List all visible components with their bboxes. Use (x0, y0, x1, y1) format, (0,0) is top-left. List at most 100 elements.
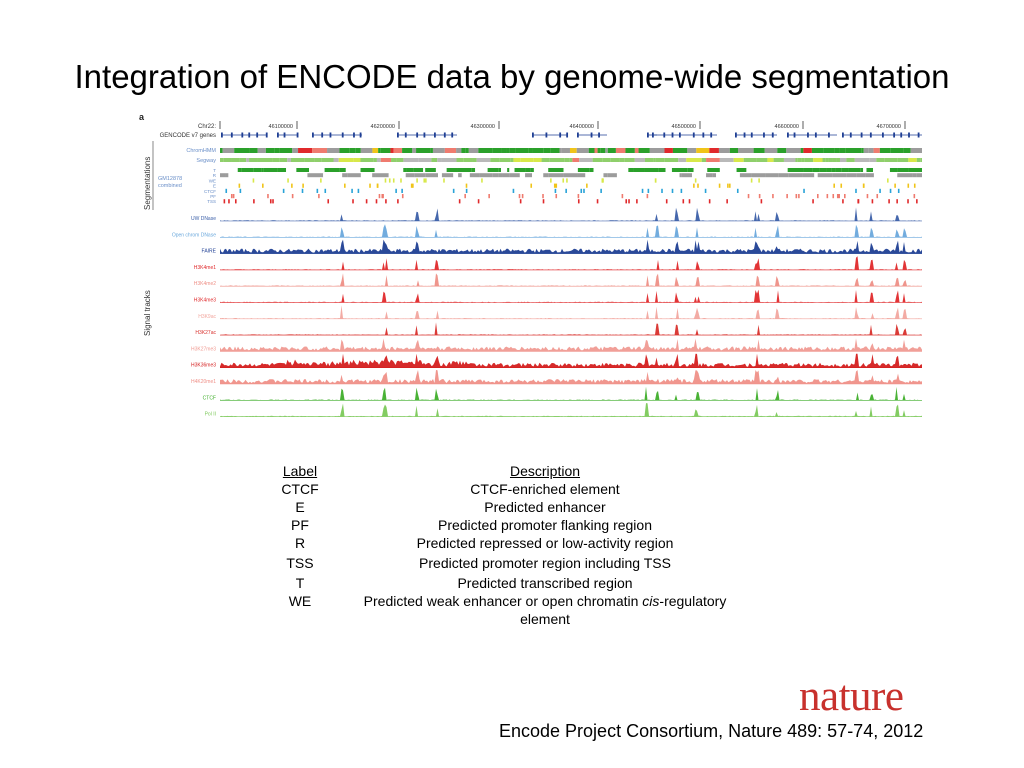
combined-state-mark (758, 178, 760, 183)
segmentation-block (577, 173, 586, 178)
combined-state-mark (262, 183, 264, 188)
combined-state-mark (228, 199, 230, 204)
segmentation-block (456, 158, 464, 162)
signal-profile (220, 353, 922, 368)
gene-exon (416, 132, 419, 138)
combined-state-mark (376, 183, 379, 188)
legend-row-label: WE (288, 593, 312, 609)
segmentation-block (634, 158, 646, 162)
position-tick-label: 46400000 (570, 124, 594, 130)
segmentation-block (687, 148, 697, 153)
combined-state-mark (916, 199, 918, 204)
combined-state-mark (628, 199, 630, 204)
segmentation-block (469, 173, 480, 178)
segmentation-block (803, 148, 812, 153)
segmentation-block (349, 148, 356, 153)
combined-state-mark (519, 199, 522, 204)
combined-state-mark (225, 188, 228, 193)
segmentation-block (425, 168, 436, 172)
segmentation-block (441, 158, 457, 162)
segmentation-block (510, 158, 514, 162)
combined-state-mark (287, 178, 289, 183)
segmentation-block (569, 158, 573, 162)
segmentation-block (412, 148, 417, 153)
segmentation-block (418, 158, 432, 162)
segmentation-block (506, 148, 510, 153)
combined-state-mark (512, 188, 515, 193)
combined-state-mark (879, 188, 881, 193)
segmentation-block (671, 168, 688, 172)
gene-exon (849, 132, 852, 138)
position-axis: 46100000 46200000 46300000 46400000 46500000… (219, 121, 906, 130)
segmentation-block (220, 148, 223, 153)
combined-state-mark (320, 178, 322, 183)
segmentation-block (501, 168, 508, 172)
segmentation-block (279, 158, 288, 162)
segmentation-block (729, 148, 739, 153)
segmentation-block (607, 173, 617, 178)
segmentation-block (498, 173, 503, 178)
segmentation-block (342, 173, 348, 178)
signal-profile (220, 273, 922, 287)
combined-state-mark (876, 194, 879, 199)
segmentation-block (273, 173, 288, 178)
combined-state-label: TSS (207, 199, 216, 204)
gene-exon (423, 132, 426, 138)
segmentation-block (773, 158, 784, 162)
combined-state-mark (351, 188, 353, 193)
combined-state-mark (866, 194, 869, 199)
segmentation-block (290, 158, 305, 162)
segmentation-block (801, 158, 805, 162)
combined-state-mark (812, 199, 814, 204)
legend-desc-part: Predicted weak enhancer or open chromati… (363, 593, 643, 609)
gene-exon (434, 132, 436, 138)
segmentation-block (525, 173, 533, 178)
segmentation-block (514, 168, 526, 172)
segmentation-block (324, 168, 340, 172)
position-tick-label: 46200000 (371, 124, 395, 130)
signal-track-label: Open chrom DNase (172, 232, 216, 238)
segmentation-block (223, 158, 232, 162)
combined-state-mark (550, 178, 552, 183)
segmentation-block (912, 173, 917, 178)
signal-tracks-bracket: Signal tracks (143, 290, 152, 336)
segmentation-block (863, 168, 867, 172)
segmentation-block (826, 168, 832, 172)
segmentation-block (414, 173, 426, 178)
gene-exon (321, 132, 324, 138)
gene-exon (590, 132, 593, 138)
combined-state-mark (238, 183, 241, 188)
combined-state-mark (625, 199, 628, 204)
segmentation-block (920, 158, 922, 162)
segmentation-block (304, 158, 315, 162)
combined-state-mark (786, 194, 788, 199)
combined-state-label: CTCF (204, 189, 216, 194)
segmentation-block (220, 168, 233, 172)
segmentation-block (812, 168, 820, 172)
gene-exon (451, 132, 454, 138)
combined-state-mark (458, 199, 461, 204)
gene-exon (692, 132, 695, 138)
segmentation-block (814, 173, 818, 178)
segmentation-block (834, 148, 840, 153)
signal-profile (220, 256, 922, 270)
segmentation-block (707, 168, 720, 172)
legend-row: TSS Predicted promoter region including … (250, 552, 740, 572)
segmentation-block (380, 148, 391, 153)
combined-state-mark (369, 183, 371, 188)
signal-track-label: H3K4me2 (194, 281, 216, 287)
gene-exon (828, 132, 830, 138)
combined-state-mark (772, 194, 774, 199)
segmentation-block (600, 148, 606, 153)
combined-state-mark (318, 194, 320, 199)
segmentation-block (528, 148, 533, 153)
segmentation-block (292, 148, 299, 153)
segmentation-block (866, 168, 874, 172)
combined-state-mark (382, 194, 384, 199)
segmentation-block (908, 158, 917, 162)
segmentation-block (831, 168, 836, 172)
segmentation-block (378, 148, 381, 153)
segmentation-block (360, 158, 374, 162)
segmentation-block (499, 158, 511, 162)
gene-exon (397, 132, 399, 138)
